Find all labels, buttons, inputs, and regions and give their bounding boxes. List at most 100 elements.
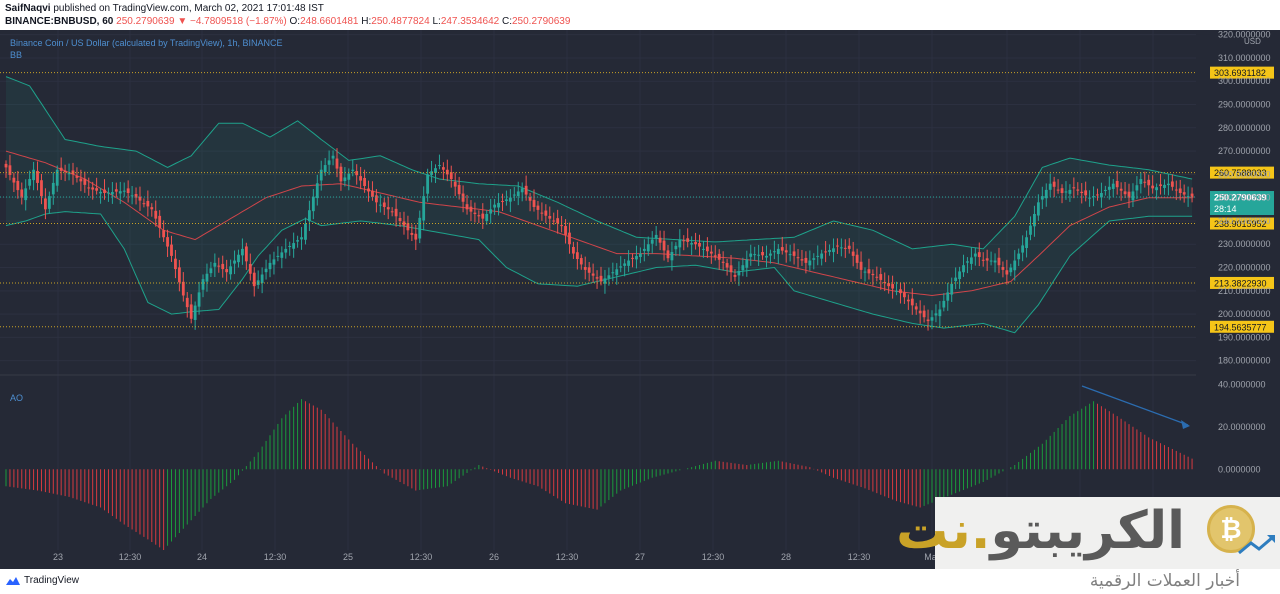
tradingview-logo[interactable]: TradingView [5,575,79,586]
candle-body [1115,180,1119,188]
candle-body [560,225,563,227]
candle-body [406,223,410,231]
close-label: C: [502,16,512,27]
candle-body [658,237,662,243]
candle-body [784,250,788,253]
close-value: 250.2790639 [512,16,571,27]
candle-body [12,177,16,183]
ao-trend-line [1081,385,1189,426]
candle-body [615,269,619,275]
candle-body [977,252,981,258]
candle-body [55,169,59,186]
candle-body [241,248,244,256]
candle-body [910,298,914,306]
candle-body [662,240,666,251]
candle-body [347,173,351,180]
candle-body [792,251,796,256]
candle-body [304,223,307,240]
low-label: L: [432,16,441,27]
candle-body [824,251,828,253]
candle-body [44,198,47,210]
candle-body [355,171,359,176]
candle-body [575,252,579,259]
candle-body [737,271,741,276]
candle-body [855,254,859,263]
candle-body [670,252,674,261]
candle-body [319,169,323,181]
candle-body [422,196,426,221]
candle-body [430,171,433,175]
candle-body [1036,202,1040,216]
tradingview-cloud-icon [6,576,20,585]
price-axis-tick: 310.0000000 [1218,53,1271,63]
candle-body [248,263,252,274]
candle-body [1029,225,1032,235]
candle-body [993,260,997,263]
candle-body [666,250,670,259]
candle-body [1103,189,1107,191]
candle-body [213,262,217,267]
candle-body [524,185,528,195]
candle-body [867,269,871,274]
price-axis-tick: 280.0000000 [1218,123,1271,133]
candle-body [930,317,934,321]
candle-body [548,215,552,219]
candle-body [611,272,615,274]
candle-body [1056,189,1060,191]
candle-body [166,237,169,247]
candle-body [146,200,150,207]
candle-body [985,258,989,261]
candle-body [839,247,843,249]
candle-body [138,196,142,201]
candle-body [635,255,638,260]
candle-body [1060,188,1064,194]
ao-histogram [5,399,1193,550]
candle-body [568,232,571,245]
candle-body [501,200,504,202]
candle-body [863,271,867,273]
bollinger-band-fill [6,76,1193,333]
price-axis-tick: 180.0000000 [1218,356,1271,366]
chart-canvas[interactable]: 303.6931182 260.7588033 238.9015952 213.382… [0,30,1280,569]
candle-body [769,253,772,256]
candle-body [351,169,355,171]
candle-body [686,238,690,242]
ao-axis-tick: 20.0000000 [1218,422,1266,432]
candle-body [891,284,894,289]
candle-body [410,232,414,235]
rising-arrow-icon [1238,535,1275,555]
candle-body [682,240,686,242]
time-axis-tick: 23 [53,552,63,562]
candle-body [441,167,445,170]
candle-body [118,191,122,194]
candle-body [1072,187,1076,189]
price-axis-tick: 240.0000000 [1218,216,1271,226]
time-axis-tick: 27 [635,552,645,562]
price-change: ▼ −4.7809518 (−1.87%) [177,16,287,27]
candle-body [505,199,508,201]
candle-body [780,247,784,251]
high-label: H: [361,16,372,27]
candle-body [1170,181,1174,187]
author-name[interactable]: SaifNaqvi [5,3,51,14]
candle-body [623,263,627,266]
candle-body [922,310,926,318]
candle-body [717,253,721,260]
price-axis-tick: 270.0000000 [1218,146,1271,156]
candle-body [595,277,599,279]
price-axis-tick: 320.0000000 [1218,30,1271,40]
candle-body [812,258,816,260]
time-axis-tick: 25 [343,552,353,562]
candle-body [264,268,268,273]
candle-body [142,203,146,205]
watermark: الكريبتو.نت ₿ أخبار العملات الرقمية [896,497,1280,594]
candle-body [729,265,733,273]
candle-body [489,209,493,214]
low-value: 247.3534642 [440,16,500,27]
candle-body [75,175,79,178]
candle-body [741,265,745,271]
candle-body [154,210,158,219]
time-axis-tick: 12:30 [264,552,287,562]
candle-body [177,267,181,283]
candle-body [552,220,556,222]
